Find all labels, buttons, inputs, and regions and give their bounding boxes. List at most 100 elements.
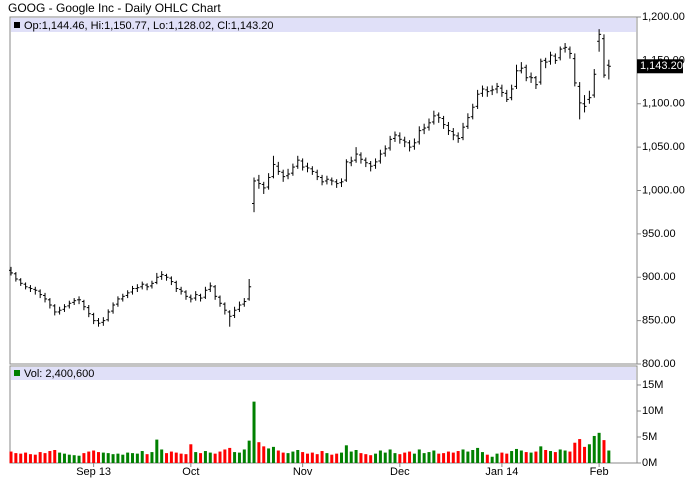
volume-bar	[451, 452, 455, 463]
volume-bar	[24, 452, 28, 463]
volume-y-tick-label: 15M	[642, 379, 663, 391]
volume-bar	[315, 454, 319, 463]
volume-bar	[524, 452, 528, 463]
volume-bar	[480, 452, 484, 463]
y-tick-label: 1,200.00	[642, 11, 685, 23]
volume-bar	[53, 449, 57, 463]
chart-title: GOOG - Google Inc - Daily OHLC Chart	[8, 1, 221, 15]
volume-bar	[490, 456, 494, 463]
volume-bar	[471, 449, 475, 463]
volume-bar	[495, 453, 499, 463]
volume-bar	[189, 444, 193, 463]
volume-bar	[218, 451, 222, 463]
volume-bar	[403, 452, 407, 463]
volume-bar	[96, 452, 100, 463]
volume-bar	[344, 445, 348, 463]
volume-legend-swatch	[14, 370, 20, 376]
volume-bar	[208, 452, 212, 463]
volume-bar	[549, 451, 553, 463]
volume-bar	[510, 451, 514, 463]
price-info: Op:1,144.46, Hi:1,150.77, Lo:1,128.02, C…	[24, 20, 274, 32]
volume-bar	[223, 449, 227, 463]
volume-bar	[179, 453, 183, 463]
volume-bar	[14, 453, 18, 463]
volume-bar	[393, 453, 397, 463]
volume-bar	[286, 453, 290, 463]
volume-bar	[354, 449, 358, 463]
x-tick-label: Feb	[590, 466, 609, 478]
volume-bar	[121, 454, 125, 463]
volume-bar	[539, 446, 543, 463]
volume-bar	[267, 448, 271, 463]
volume-bar	[247, 440, 251, 463]
volume-info: Vol: 2,400,600	[24, 368, 94, 380]
volume-bar	[534, 451, 538, 463]
volume-bar	[213, 453, 217, 463]
volume-bar	[165, 453, 169, 463]
volume-bar	[252, 401, 256, 463]
y-tick-label: 1,100.00	[642, 98, 685, 110]
volume-bar	[485, 454, 489, 463]
volume-bar	[116, 453, 120, 463]
volume-bar	[237, 452, 241, 463]
volume-bar	[573, 442, 577, 463]
volume-bar	[160, 449, 164, 463]
volume-bar	[242, 449, 246, 463]
y-tick-label: 950.00	[642, 228, 676, 240]
x-tick-label: Nov	[293, 466, 313, 478]
price-header-band	[11, 18, 636, 32]
volume-bar	[544, 449, 548, 463]
volume-bar	[257, 442, 261, 463]
volume-bar	[340, 452, 344, 463]
volume-bar	[131, 453, 135, 463]
volume-bar	[28, 454, 32, 463]
volume-bar	[140, 451, 144, 463]
x-tick-label: Sep 13	[76, 466, 111, 478]
volume-bar	[587, 444, 591, 463]
volume-bar	[335, 453, 339, 463]
volume-bar	[67, 454, 71, 463]
volume-y-tick-label: 5M	[642, 431, 657, 443]
volume-bar	[583, 446, 587, 463]
volume-bar	[9, 451, 13, 463]
volume-bar	[194, 452, 198, 463]
volume-bar	[101, 452, 105, 463]
volume-bar	[529, 452, 533, 463]
volume-bar	[349, 451, 353, 463]
volume-bar	[169, 451, 173, 463]
volume-bar	[466, 451, 470, 463]
volume-bar	[38, 452, 42, 463]
volume-bar	[563, 450, 567, 463]
volume-bar	[203, 451, 207, 463]
volume-bar	[432, 450, 436, 463]
volume-bar	[184, 454, 188, 463]
x-tick-label: Dec	[390, 466, 410, 478]
y-tick-label: 800.00	[642, 358, 676, 370]
volume-bar	[48, 451, 52, 463]
volume-bar	[456, 451, 460, 463]
price-frame	[9, 16, 638, 365]
volume-bar	[568, 451, 572, 463]
volume-bar	[150, 452, 154, 463]
volume-bar	[296, 449, 300, 463]
price-legend-swatch	[14, 22, 20, 28]
volume-y-tick-label: 10M	[642, 405, 663, 417]
volume-bar	[305, 453, 309, 463]
volume-bar	[500, 452, 504, 463]
volume-bar	[388, 449, 392, 463]
volume-bar	[442, 453, 446, 463]
volume-bar	[514, 448, 518, 463]
volume-bar	[281, 452, 285, 463]
volume-bar	[364, 454, 368, 463]
volume-bar	[417, 449, 421, 463]
volume-bar	[476, 447, 480, 463]
volume-bar	[553, 452, 557, 463]
volume-bar	[578, 439, 582, 463]
volume-bar	[330, 454, 334, 463]
volume-bar	[199, 453, 203, 463]
volume-bar	[111, 454, 115, 463]
volume-bar	[58, 452, 62, 463]
volume-bar	[276, 450, 280, 463]
volume-bar	[592, 435, 596, 463]
volume-bar	[77, 455, 81, 463]
